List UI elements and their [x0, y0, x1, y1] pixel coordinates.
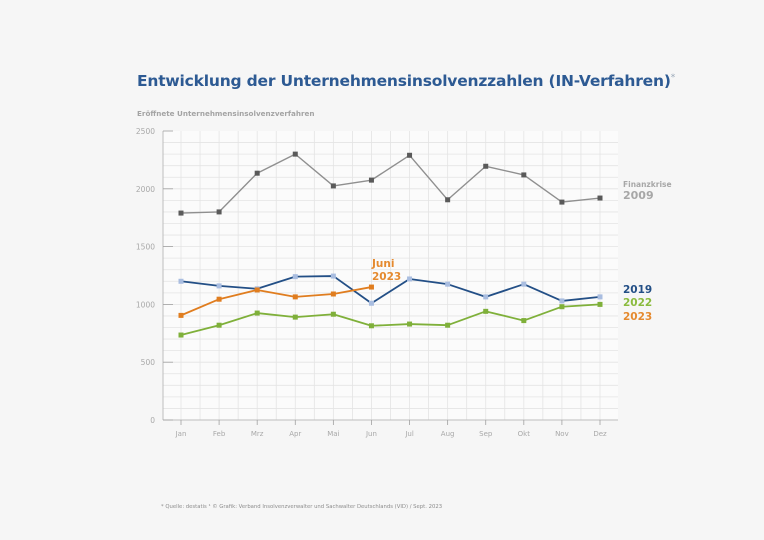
- data-point-2023: [368, 284, 374, 290]
- y-tick-label: 2500: [136, 127, 155, 136]
- data-point-2009: [216, 209, 222, 215]
- data-point-2023: [178, 312, 184, 318]
- data-point-2022: [521, 318, 527, 324]
- x-tick-label: Jun: [365, 430, 377, 438]
- data-point-2022: [368, 323, 374, 329]
- series-group: [178, 151, 603, 338]
- series-label-2009: Finanzkrise: [623, 180, 672, 189]
- axes: 0 500 1000 1500 2000 2500 Jan Feb Mrz Apr Mai Jun Ju…: [136, 127, 618, 438]
- data-point-2023: [216, 296, 222, 302]
- data-point-2022: [407, 321, 413, 327]
- y-tick-label: 2000: [136, 185, 155, 194]
- data-point-2009: [178, 210, 184, 216]
- chart-title-text: Entwicklung der Unternehmensinsolvenzzah…: [137, 72, 671, 90]
- data-point-2022: [254, 310, 260, 316]
- data-point-2009: [597, 195, 603, 201]
- x-tick-label: Aug: [441, 430, 455, 438]
- data-point-2022: [445, 322, 451, 328]
- x-tick-label: Mai: [327, 430, 339, 438]
- y-tick-label: 500: [141, 358, 156, 367]
- data-point-2009: [292, 151, 298, 157]
- x-tick-label: Jul: [404, 430, 414, 438]
- data-point-2023: [330, 291, 336, 297]
- series-label-2019: 2019: [623, 284, 652, 296]
- footnote-source: * Quelle: destatis ¹ © Grafik: Verband I…: [161, 504, 443, 510]
- annotation-label: Juni: [371, 258, 394, 270]
- data-point-2019: [368, 300, 374, 306]
- data-point-2009: [330, 183, 336, 189]
- data-point-2019: [216, 283, 222, 289]
- x-tick-label: Mrz: [251, 430, 264, 438]
- data-point-2019: [521, 281, 527, 287]
- x-tick-label: Apr: [289, 430, 301, 438]
- x-tick-label: Jan: [175, 430, 187, 438]
- series-line-2023: [180, 286, 372, 317]
- data-point-2019: [445, 281, 451, 287]
- data-point-2022: [559, 304, 565, 310]
- data-point-2022: [292, 314, 298, 320]
- data-point-2009: [559, 199, 565, 205]
- data-point-2022: [597, 301, 603, 307]
- data-point-2009: [254, 170, 260, 176]
- data-point-2009: [445, 197, 451, 203]
- series-label-2022: 2022: [623, 297, 652, 309]
- series-label-2009: 2009: [623, 189, 654, 202]
- data-point-2019: [483, 294, 489, 300]
- data-point-2019: [597, 294, 603, 300]
- data-point-2019: [407, 276, 413, 282]
- grid: [163, 131, 618, 420]
- x-tick-label: Feb: [213, 430, 226, 438]
- series-line-2022: [180, 303, 601, 336]
- y-tick-label: 1000: [136, 300, 155, 309]
- data-point-2019: [178, 278, 184, 284]
- data-point-2009: [368, 177, 374, 183]
- annotation-label: 2023: [372, 271, 401, 283]
- x-tick-label: Okt: [518, 430, 531, 438]
- data-point-2023: [292, 294, 298, 300]
- data-point-2019: [559, 298, 565, 304]
- data-point-2019: [292, 274, 298, 280]
- y-tick-label: 0: [150, 416, 155, 425]
- data-point-2023: [254, 287, 260, 293]
- y-tick-label: 1500: [136, 243, 155, 252]
- data-point-2022: [178, 332, 184, 338]
- title-footnote-marker: *: [670, 72, 676, 83]
- data-point-2022: [216, 322, 222, 328]
- data-point-2022: [483, 308, 489, 314]
- series-line-2019: [180, 275, 601, 305]
- x-tick-label: Dez: [593, 430, 607, 438]
- x-tick-label: Nov: [555, 430, 569, 438]
- data-point-2009: [521, 172, 527, 178]
- y-axis-title: Eröffnete Unternehmensinsolvenzverfahren: [137, 109, 315, 118]
- chart-title: Entwicklung der Unternehmensinsolvenzzah…: [137, 72, 675, 90]
- data-point-2019: [330, 273, 336, 279]
- x-tick-label: Sep: [479, 430, 493, 438]
- data-point-2022: [330, 311, 336, 317]
- data-point-2009: [483, 163, 489, 169]
- series-label-2023: 2023: [623, 311, 652, 323]
- data-point-2009: [407, 152, 413, 158]
- series-line-2009: [180, 153, 601, 214]
